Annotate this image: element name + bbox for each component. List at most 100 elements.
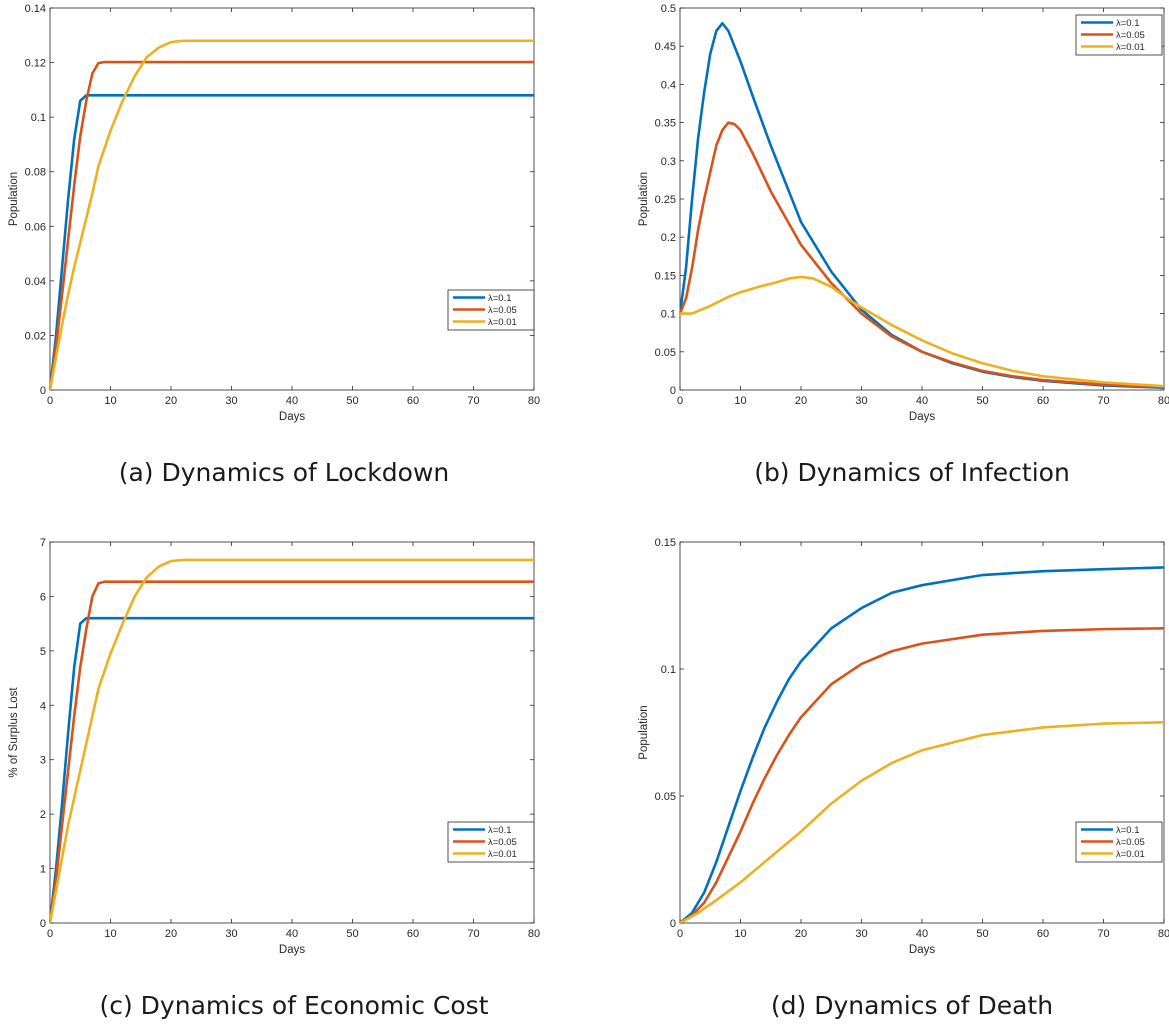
panel-caption: (d) Dynamics of Death: [771, 991, 1053, 1020]
x-tick-label: 20: [795, 928, 807, 940]
x-tick-label: 30: [225, 928, 237, 940]
x-tick-label: 50: [346, 928, 358, 940]
y-tick-label: 0.35: [655, 118, 676, 130]
y-tick-label: 0.1: [661, 664, 676, 676]
x-tick-label: 60: [1037, 395, 1049, 407]
x-axis-label: Days: [279, 944, 305, 956]
x-axis-label: Days: [909, 944, 935, 956]
x-tick-label: 60: [1037, 928, 1049, 940]
plot-area: [49, 541, 535, 924]
y-tick-label: 0.45: [655, 41, 676, 53]
legend-entry-label: λ=0.01: [488, 317, 517, 328]
series-line-blue: [680, 566, 1164, 923]
y-tick-label: 3: [40, 755, 46, 767]
legend-entry-label: λ=0.05: [1116, 30, 1145, 41]
plot-area: [679, 7, 1165, 391]
x-tick-label: 30: [225, 395, 237, 407]
y-tick-label: 0.1: [31, 112, 46, 124]
legend-entry-label: λ=0.1: [1116, 18, 1140, 29]
x-tick-label: 20: [165, 395, 177, 407]
y-tick-label: 0.14: [25, 3, 46, 15]
x-tick-label: 40: [916, 395, 928, 407]
x-tick-label: 30: [855, 395, 867, 407]
x-tick-label: 40: [286, 928, 298, 940]
x-tick-label: 70: [1097, 395, 1109, 407]
x-axis-label: Days: [909, 411, 935, 423]
x-tick-label: 20: [165, 928, 177, 940]
y-tick-label: 0.4: [661, 79, 676, 91]
legend: λ=0.1λ=0.05λ=0.01: [1075, 821, 1163, 863]
chart-panel-1: 0 10 20 30 40 50 60 70 80 0 0.05 0.1 0.15 0.2 0.25 0.3 0…: [638, 3, 1169, 487]
y-tick-label: 0: [40, 918, 46, 930]
y-axis-label: Population: [638, 705, 650, 759]
x-tick-label: 80: [528, 928, 540, 940]
y-tick-label: 4: [40, 700, 46, 712]
y-tick-label: 0.08: [25, 167, 46, 179]
y-tick-label: 0.5: [661, 3, 676, 15]
legend-entry-label: λ=0.05: [488, 305, 517, 316]
x-tick-label: 60: [407, 928, 419, 940]
panel-caption: (a) Dynamics of Lockdown: [119, 458, 450, 487]
y-tick-label: 0: [670, 918, 676, 930]
y-tick-label: 0.12: [25, 58, 46, 70]
y-tick-label: 7: [40, 537, 46, 549]
series-line-blue: [50, 94, 534, 390]
y-tick-label: 0.25: [655, 194, 676, 206]
x-tick-label: 30: [855, 928, 867, 940]
series-line-blue: [50, 616, 534, 923]
x-tick-label: 0: [677, 395, 683, 407]
legend-entry-label: λ=0.1: [488, 293, 512, 304]
x-tick-label: 80: [1158, 395, 1169, 407]
y-tick-label: 6: [40, 591, 46, 603]
x-tick-label: 10: [734, 395, 746, 407]
x-tick-label: 10: [104, 928, 116, 940]
series-line-yellow: [680, 721, 1164, 923]
legend-entry-label: λ=0.05: [488, 837, 517, 848]
legend: λ=0.1λ=0.05λ=0.01: [447, 821, 535, 863]
y-tick-label: 0: [40, 385, 46, 397]
y-axis-label: Population: [8, 172, 20, 226]
series-line-orange: [680, 627, 1164, 923]
x-tick-label: 50: [976, 395, 988, 407]
x-tick-label: 10: [104, 395, 116, 407]
plot-area: [49, 7, 535, 391]
chart-panel-2: 0 10 20 30 40 50 60 70 80 0 1 2 3 4 5 6 7 Days % of Surplu…: [8, 537, 540, 1020]
x-tick-label: 80: [528, 395, 540, 407]
y-tick-label: 5: [40, 646, 46, 658]
y-tick-label: 0.02: [25, 330, 46, 342]
y-tick-label: 1: [40, 864, 46, 876]
x-tick-label: 70: [467, 928, 479, 940]
chart-panel-3: 0 10 20 30 40 50 60 70 80 0 0.05 0.1 0.15 Days Populat…: [638, 537, 1169, 1020]
series-line-yellow: [680, 275, 1164, 388]
y-axis-label: % of Surplus Lost: [8, 687, 20, 778]
y-tick-label: 0.2: [661, 232, 676, 244]
y-axis-label: Population: [638, 172, 650, 226]
x-tick-label: 0: [47, 928, 53, 940]
x-tick-label: 60: [407, 395, 419, 407]
x-tick-label: 40: [286, 395, 298, 407]
panel-caption: (c) Dynamics of Economic Cost: [99, 991, 488, 1020]
y-tick-label: 2: [40, 809, 46, 821]
legend-entry-label: λ=0.1: [1116, 825, 1140, 836]
y-tick-label: 0.15: [655, 270, 676, 282]
x-tick-label: 50: [976, 928, 988, 940]
chart-panel-0: 0 10 20 30 40 50 60 70 80 0 0.02 0.04 0.06 0.08 0.1 0.1…: [8, 3, 540, 487]
series-line-yellow: [50, 558, 534, 923]
x-tick-label: 0: [47, 395, 53, 407]
y-tick-label: 0.1: [661, 309, 676, 321]
legend-entry-label: λ=0.1: [488, 825, 512, 836]
legend-entry-label: λ=0.05: [1116, 837, 1145, 848]
series-line-orange: [50, 580, 534, 923]
y-tick-label: 0.05: [655, 347, 676, 359]
x-tick-label: 50: [346, 395, 358, 407]
x-tick-label: 80: [1158, 928, 1169, 940]
y-tick-label: 0.05: [655, 791, 676, 803]
x-axis-label: Days: [279, 411, 305, 423]
y-tick-label: 0.06: [25, 221, 46, 233]
x-tick-label: 40: [916, 928, 928, 940]
series-line-orange: [50, 60, 534, 390]
legend-entry-label: λ=0.01: [488, 849, 517, 860]
y-tick-label: 0.3: [661, 156, 676, 168]
x-tick-label: 70: [467, 395, 479, 407]
x-tick-label: 0: [677, 928, 683, 940]
